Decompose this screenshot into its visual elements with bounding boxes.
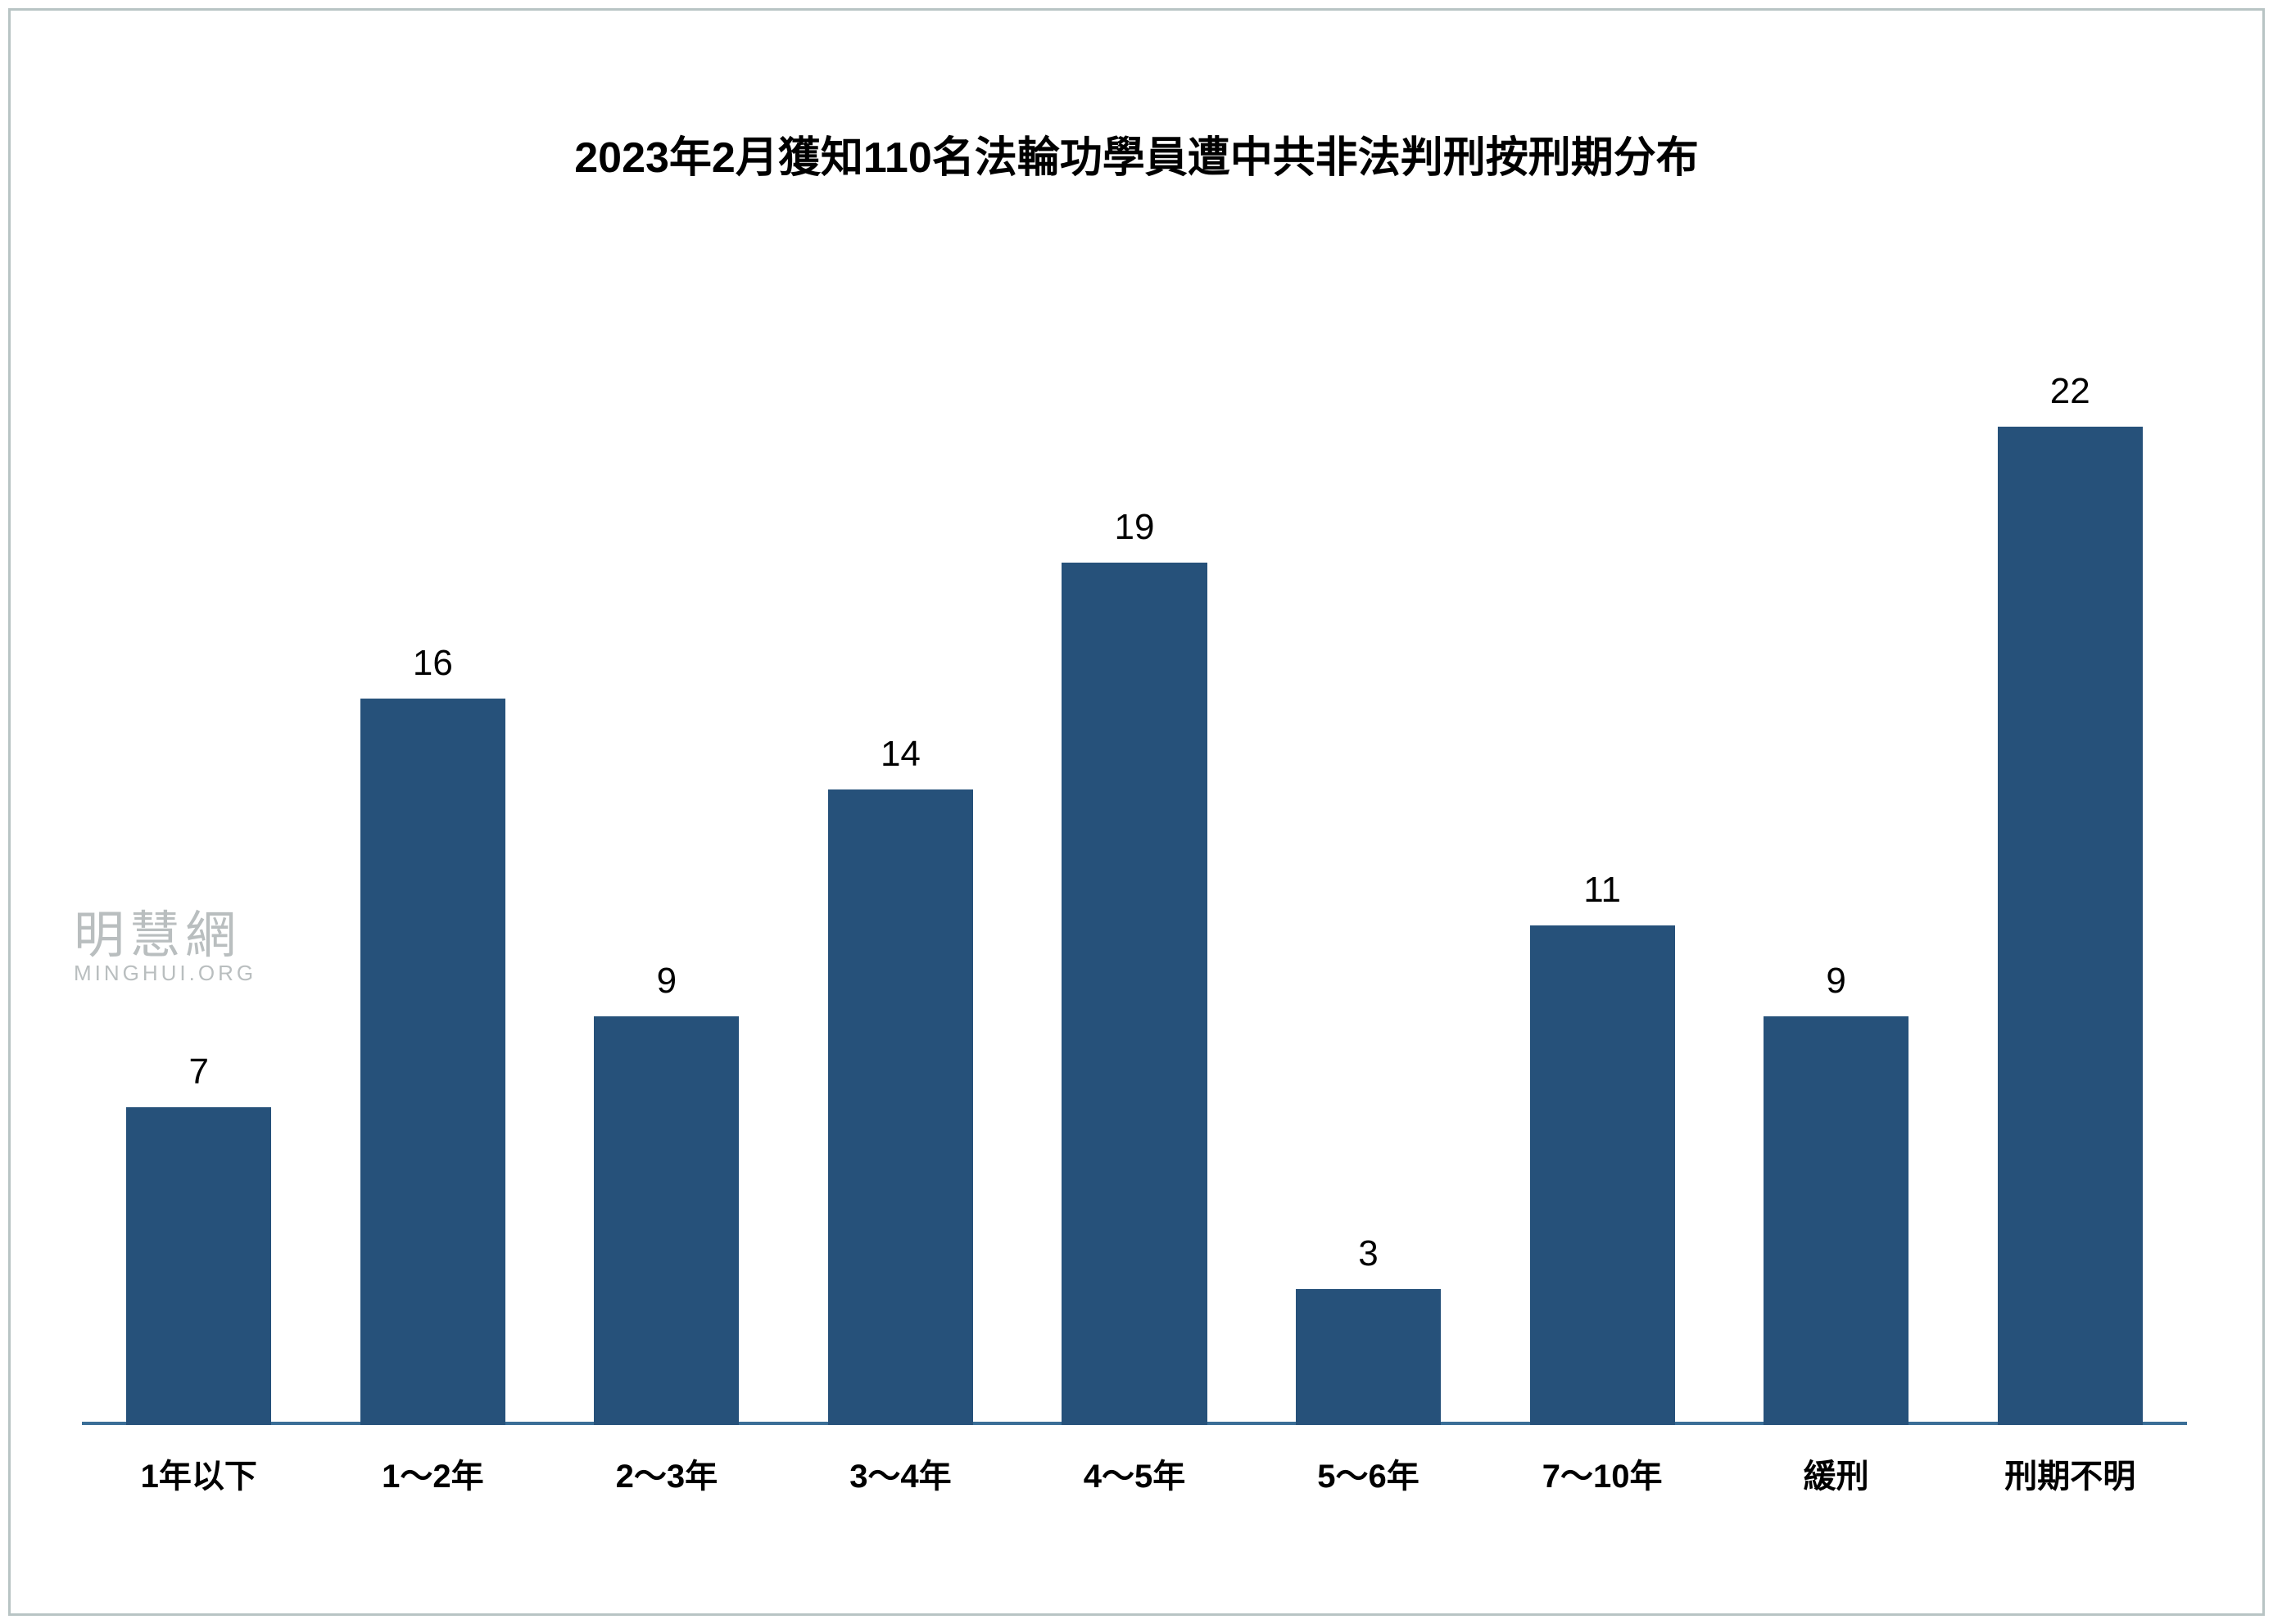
bar-value-label: 7 (189, 1052, 209, 1092)
x-axis-label: 刑期不明 (2004, 1450, 2135, 1497)
bar (360, 699, 505, 1425)
bar-value-label: 14 (881, 734, 921, 775)
bar-value-label: 16 (413, 643, 453, 684)
x-axis-label: 4～5年 (1084, 1450, 1186, 1497)
bar (1530, 925, 1675, 1425)
bar (594, 1016, 739, 1425)
bar-value-label: 9 (1826, 961, 1845, 1002)
plot-area: 7 16 9 14 19 3 11 9 22 (82, 336, 2187, 1425)
bar-value-label: 19 (1115, 507, 1155, 548)
x-axis-label: 7～10年 (1542, 1450, 1663, 1497)
bar (126, 1107, 271, 1425)
bar-value-label: 3 (1358, 1233, 1378, 1274)
bar (828, 789, 973, 1425)
bar-value-label: 9 (657, 961, 677, 1002)
bar (1764, 1016, 1909, 1425)
x-axis-label: 3～4年 (849, 1450, 952, 1497)
bar (1998, 427, 2143, 1425)
chart-title: 2023年2月獲知110名法輪功學員遭中共非法判刑按刑期分布 (0, 123, 2273, 184)
x-axis-label: 1年以下 (141, 1450, 257, 1497)
x-axis-label: 緩刑 (1804, 1450, 1869, 1497)
x-axis-label: 1～2年 (382, 1450, 484, 1497)
bar-value-label: 11 (1583, 870, 1621, 911)
x-axis-label: 2～3年 (616, 1450, 718, 1497)
bar (1296, 1289, 1441, 1425)
x-axis-label: 5～6年 (1317, 1450, 1419, 1497)
bar-value-label: 22 (2050, 371, 2090, 412)
bar (1062, 563, 1207, 1425)
